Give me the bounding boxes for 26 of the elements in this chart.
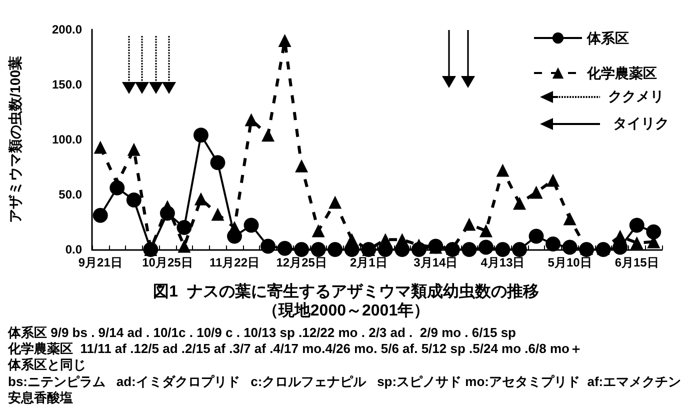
x-tick-label: 4月13日 <box>480 256 525 270</box>
text: 図1 ナスの葉に寄生するアザミウマ類成幼虫数の推移 <box>153 282 539 300</box>
annotation: タイリク <box>613 115 669 133</box>
y-tick-label: 0.0 <box>65 242 82 256</box>
text: （現地2000～2001年） <box>262 302 430 320</box>
text: bs:ニテンピラム ad:イミダクロプリド c:クロルフェナピル sp:スピノサド mo:アセタミプリド af:エマメクチン <box>8 374 682 390</box>
text: 体系区と同じ <box>8 357 86 374</box>
x-tick-label: 6月15日 <box>614 256 659 270</box>
x-tick-label: 12月25日 <box>276 256 327 270</box>
text: 体系区 9/9 bs . 9/14 ad . 10/1c . 10/9 c . 10/13 sp .12/22 mo . 2/3 ad . 2/9 mo . 6/15 sp <box>8 325 516 341</box>
x-tick-label: 3月14日 <box>414 256 458 270</box>
y-axis-title: アザミウマ類の虫数/100葉 <box>7 56 23 224</box>
y-tick-label: 50.0 <box>58 188 82 202</box>
x-tick-label: 5月10日 <box>548 256 592 270</box>
x-tick-label: 10月25日 <box>142 256 193 270</box>
legend-label: 化学農薬区 <box>586 65 657 81</box>
x-tick-label: 9月21日 <box>78 256 122 270</box>
legend-label: 体系区 <box>586 30 629 46</box>
y-tick-label: 150.0 <box>52 78 82 92</box>
x-tick-label: 2月1日 <box>350 256 388 270</box>
text: 安息香酸塩 <box>8 390 73 406</box>
annotation: ククメリ <box>608 88 664 106</box>
text: 化学農薬区 11/11 af .12/5 ad .2/15 af .3/7 af .4/17 mo.4/26 mo. 5/6 af. 5/12 sp .5/24 mo .6/8 mo＋ <box>8 341 582 358</box>
x-tick-label: 11月22日 <box>209 256 260 270</box>
y-tick-label: 200.0 <box>52 22 82 36</box>
y-tick-label: 100.0 <box>52 132 82 146</box>
